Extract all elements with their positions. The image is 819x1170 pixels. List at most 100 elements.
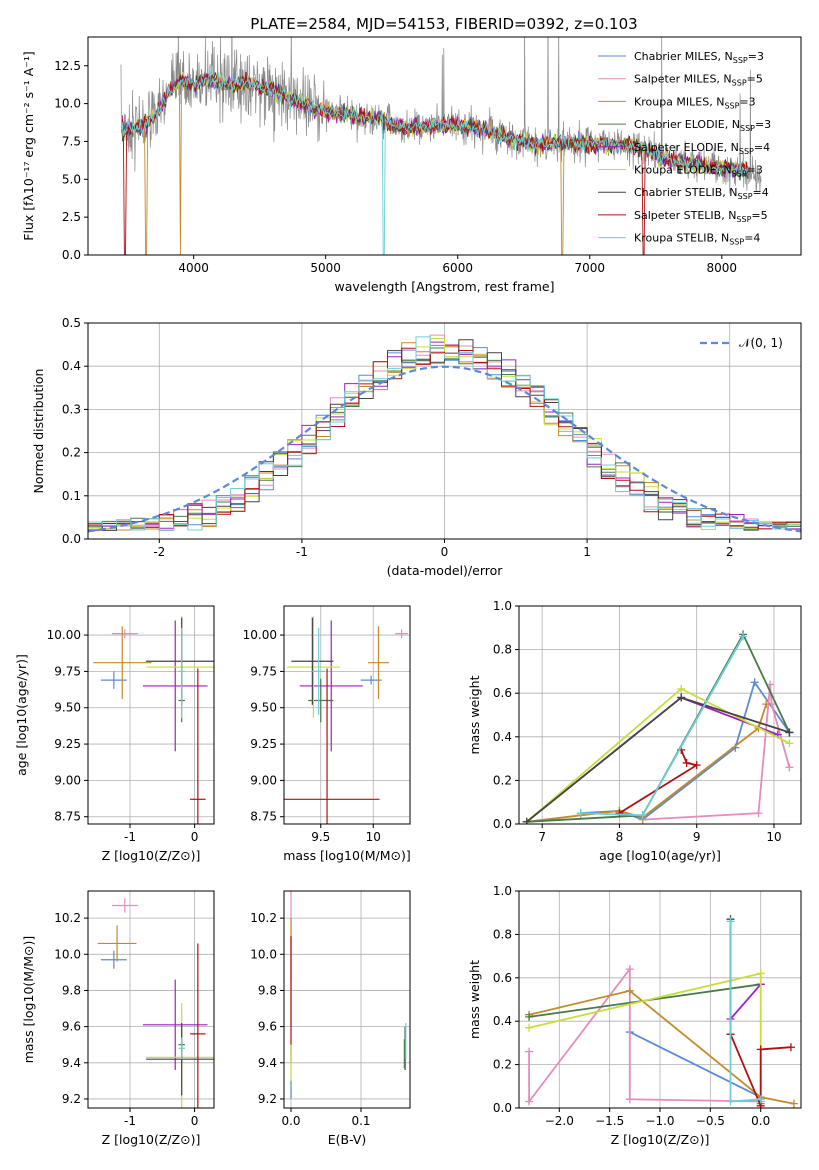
- y-tick-label: 0.4: [493, 1014, 512, 1028]
- plot-frame: [283, 605, 411, 825]
- weight-point-marker: [625, 965, 634, 974]
- y-tick-label: 0.2: [62, 446, 81, 460]
- weight-series-line: [629, 1031, 762, 1104]
- y-tick-label: 9.00: [250, 773, 277, 787]
- y-axis-label: age [log10(age/yr)]: [14, 654, 29, 776]
- y-tick-label: 0.0: [62, 248, 81, 262]
- plot-area: [88, 334, 801, 533]
- weight-point-marker: [762, 700, 771, 709]
- x-axis-label: Z [log10(Z/Z⊙)]: [102, 848, 201, 863]
- histogram-step: [88, 336, 801, 531]
- x-tick-label: 6000: [442, 261, 473, 275]
- weight-point-marker: [785, 739, 794, 748]
- y-tick-label: 0.6: [493, 971, 512, 985]
- x-axis-label: mass [log10(M/M⊙)]: [283, 848, 411, 863]
- x-tick-label: −2.0: [545, 1114, 574, 1128]
- y-tick-label: 0.4: [493, 730, 512, 744]
- y-axis-label: mass weight: [467, 960, 482, 1039]
- y-tick-label: 9.6: [62, 1020, 81, 1034]
- weight-series-line: [526, 632, 791, 823]
- mass-vs-metallicity-plot: -1 0 9.2 9.4 9.6 9.8 10.0 10.2 Z [log10(Z/Z⊙)] ma…: [21, 890, 215, 1147]
- y-axis-label: Flux [fλ10⁻¹⁷ erg cm⁻² s⁻¹ A⁻¹]: [21, 51, 36, 240]
- y-tick-label: 7.5: [62, 134, 81, 148]
- mass-vs-reddening-plot: 0.0 0.1 9.2 9.4 9.6 9.8 10.0 10.2 E(B-V): [250, 890, 411, 1147]
- y-tick-label: 10.0: [250, 947, 277, 961]
- x-tick-label: 0.0: [751, 1114, 770, 1128]
- legend-label: Salpeter STELIB, NSSP=5: [634, 209, 768, 224]
- y-tick-label: 9.2: [258, 1092, 277, 1106]
- x-axis-label: Z [log10(Z/Z⊙)]: [611, 1132, 710, 1147]
- legend-label: Kroupa STELIB, NSSP=4: [634, 232, 760, 247]
- legend-label: Chabrier STELIB, NSSP=4: [634, 186, 769, 201]
- figure-title: PLATE=2584, MJD=54153, FIBERID=0392, z=0…: [250, 15, 637, 33]
- plot-frame: [87, 36, 802, 256]
- x-tick-label: -1: [124, 830, 136, 844]
- spectrum-plot: 4000 5000 6000 7000 8000 0.0 2.5 5.0 7.5 10.0 12.5…: [21, 36, 802, 294]
- plot-area: [522, 630, 794, 824]
- y-tick-label: 0.5: [62, 316, 81, 330]
- weight-series-line: [528, 972, 762, 1108]
- weight-point-marker: [525, 1012, 534, 1021]
- weight-series-line: [580, 680, 791, 821]
- y-tick-label: 0.3: [62, 402, 81, 416]
- plot-area: [284, 616, 408, 824]
- y-tick-label: 5.0: [62, 172, 81, 186]
- y-tick-label: 0.0: [62, 532, 81, 546]
- x-tick-label: -2: [153, 545, 165, 559]
- legend-label: Kroupa ELODIE, NSSP=3: [634, 164, 763, 179]
- weight-point-marker: [726, 917, 735, 926]
- y-tick-label: 9.4: [62, 1056, 81, 1070]
- plot-frame: [283, 890, 411, 1109]
- plot-frame: [87, 322, 802, 540]
- y-tick-label: 0.4: [62, 359, 81, 373]
- weight-point-marker: [785, 728, 794, 737]
- y-tick-label: 10.2: [250, 911, 277, 925]
- weight-series-line: [642, 684, 791, 821]
- plot-area: [93, 616, 214, 824]
- x-tick-label: 4000: [178, 261, 209, 275]
- weight-series-line: [526, 696, 790, 823]
- y-tick-label: 8.75: [250, 810, 277, 824]
- x-tick-label: 8000: [707, 261, 738, 275]
- weight-point-marker: [756, 969, 765, 978]
- model-spectrum-line: [121, 71, 749, 255]
- plot-frame: [518, 605, 802, 825]
- plot-area: [120, 37, 762, 255]
- weight-series-line: [618, 749, 700, 814]
- y-tick-label: 9.8: [62, 983, 81, 997]
- weight-point-marker: [692, 761, 701, 770]
- y-axis-label: mass weight: [467, 675, 482, 754]
- y-tick-label: 0.0: [493, 1101, 512, 1115]
- weight-vs-age-plot: 7 8 9 10 0.0 0.2 0.4 0.6 0.8 1.0 age [log10(age/yr…: [467, 599, 802, 863]
- weight-series-line: [528, 989, 795, 1105]
- y-tick-label: 1.0: [493, 884, 512, 898]
- x-axis-label: Z [log10(Z/Z⊙)]: [102, 1132, 201, 1147]
- x-axis-label: (data-model)/error: [387, 563, 504, 578]
- weight-point-marker: [677, 693, 686, 702]
- y-tick-label: 10.0: [54, 97, 81, 111]
- weight-point-marker: [750, 678, 759, 687]
- weight-point-marker: [576, 809, 585, 818]
- weight-point-marker: [682, 758, 691, 767]
- plot-area: [290, 891, 407, 1099]
- x-tick-label: 0.1: [351, 1114, 370, 1128]
- x-tick-label: -1: [296, 545, 308, 559]
- plot-frame: [518, 890, 802, 1109]
- y-axis-label: Normed distribution: [31, 369, 46, 494]
- y-tick-label: 12.5: [54, 59, 81, 73]
- weight-point-marker: [756, 1045, 765, 1054]
- weight-series-line: [729, 1033, 791, 1107]
- y-tick-label: 1.0: [493, 599, 512, 613]
- x-tick-label: 0: [191, 1114, 199, 1128]
- plot-area: [525, 915, 798, 1108]
- y-tick-label: 9.4: [258, 1056, 277, 1070]
- weight-point-marker: [525, 1023, 534, 1032]
- weight-point-marker: [615, 809, 624, 818]
- y-tick-label: 10.2: [54, 911, 81, 925]
- weight-point-marker: [756, 1095, 765, 1104]
- weight-point-marker: [625, 1095, 634, 1104]
- y-tick-label: 8.75: [54, 810, 81, 824]
- y-tick-label: 9.00: [54, 773, 81, 787]
- legend-label: Salpeter MILES, NSSP=5: [634, 73, 763, 88]
- y-tick-label: 9.2: [62, 1092, 81, 1106]
